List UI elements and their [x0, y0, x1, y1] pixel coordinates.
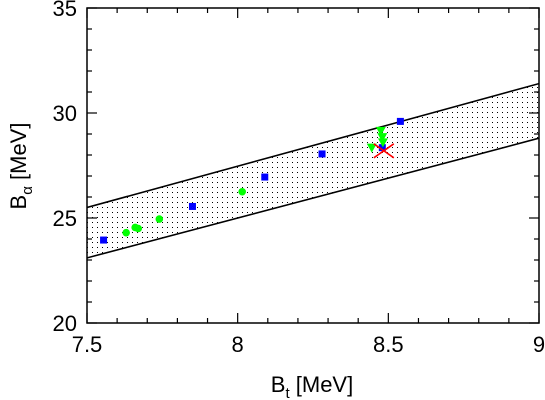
circle-point: [122, 228, 130, 237]
square-point: [188, 202, 196, 210]
band-fill: [87, 83, 539, 258]
band-upper-line: [87, 82, 539, 209]
y-axis-label: Bα [MeV]: [6, 123, 36, 210]
square-point: [396, 117, 404, 125]
x-tick-label: 9: [533, 332, 545, 357]
x-tick-labels: 7.5 8 8.5 9: [72, 332, 545, 357]
plot-frame: [86, 7, 540, 324]
square-point: [318, 150, 326, 158]
y-tick-label: 30: [53, 101, 77, 126]
square-point: [100, 236, 108, 244]
circle-point: [155, 215, 164, 223]
triangle-point: [366, 143, 377, 153]
triangle-point: [375, 126, 386, 136]
y-tick-label: 25: [53, 206, 77, 231]
circle-point: [238, 187, 246, 196]
triangle-point: [377, 138, 388, 148]
x-marker-point: [373, 143, 395, 159]
x-tick-label: 7.5: [72, 332, 103, 357]
uncertainty-band: [87, 82, 539, 259]
circle-point: [134, 224, 143, 233]
square-point: [378, 144, 386, 152]
y-tick-label: 20: [53, 311, 77, 336]
x-tick-label: 8.5: [373, 332, 404, 357]
x-tick-label: 8: [232, 332, 244, 357]
triangle-point: [377, 133, 388, 143]
data-points: [100, 117, 404, 244]
y-tick-label: 35: [53, 0, 77, 21]
square-point: [261, 173, 269, 181]
band-lower-line: [87, 137, 539, 259]
y-tick-labels: 20 25 30 35: [53, 0, 77, 336]
x-axis-label: Bt [MeV]: [271, 372, 353, 400]
axis-ticks: [86, 7, 540, 324]
